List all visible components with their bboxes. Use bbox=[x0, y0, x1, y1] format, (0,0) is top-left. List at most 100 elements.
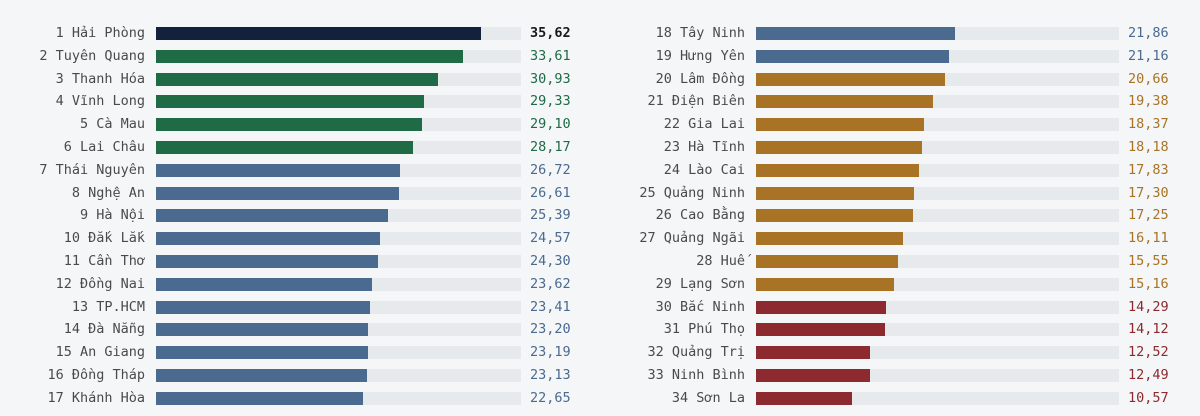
category-label: 27 Quảng Ngãi bbox=[639, 230, 745, 247]
bar bbox=[156, 300, 370, 314]
value-label: 12,52 bbox=[1128, 344, 1169, 361]
bar-track bbox=[156, 346, 521, 360]
value-label: 19,38 bbox=[1128, 93, 1169, 110]
value-label: 17,30 bbox=[1128, 184, 1169, 201]
value-label: 21,16 bbox=[1128, 47, 1169, 64]
value-label: 23,20 bbox=[530, 321, 571, 338]
bar-track bbox=[156, 27, 521, 40]
category-label: 34 Sơn La bbox=[671, 389, 745, 406]
chart-row: 33 Ninh Bình 12,49 bbox=[0, 364, 1200, 387]
value-label: 33,61 bbox=[530, 47, 571, 64]
bar bbox=[756, 27, 956, 40]
category-label: 23 Hà Tĩnh bbox=[663, 139, 745, 155]
chart-row: 7 Thái Nguyên 26,72 bbox=[0, 159, 1200, 182]
category-label: 31 Phú Thọ bbox=[663, 321, 745, 338]
category-label: 32 Quảng Trị bbox=[647, 344, 745, 361]
bar-track bbox=[156, 72, 521, 86]
value-label: 23,41 bbox=[530, 298, 571, 315]
bar-track bbox=[756, 72, 1119, 86]
value-label: 20,66 bbox=[1128, 70, 1169, 87]
category-label: 11 Cần Thơ bbox=[63, 253, 145, 269]
category-label: 28 Huế bbox=[696, 253, 745, 269]
category-label: 19 Hưng Yên bbox=[655, 47, 745, 64]
bar-track bbox=[756, 186, 1119, 200]
bar bbox=[756, 95, 933, 109]
bar bbox=[756, 346, 871, 360]
bar-track bbox=[156, 163, 521, 177]
category-label: 26 Cao Bằng bbox=[655, 207, 745, 224]
chart-row: 24 Lào Cai 17,83 bbox=[0, 159, 1200, 182]
bar bbox=[156, 141, 414, 154]
category-label: 16 Đồng Tháp bbox=[47, 367, 145, 383]
chart-row: 3 Thanh Hóa 30,93 bbox=[0, 68, 1200, 91]
value-label: 16,11 bbox=[1128, 230, 1169, 247]
category-label: 25 Quảng Ninh bbox=[639, 184, 745, 201]
chart-row: 25 Quảng Ninh 17,30 bbox=[0, 182, 1200, 205]
bar bbox=[756, 163, 919, 177]
bar-track bbox=[156, 300, 521, 314]
bar bbox=[156, 163, 400, 177]
bar-track bbox=[756, 232, 1119, 246]
bar-track bbox=[156, 232, 521, 246]
bar-track bbox=[156, 369, 521, 382]
value-label: 25,39 bbox=[530, 207, 571, 224]
category-label: 14 Đà Nẵng bbox=[63, 321, 145, 338]
category-label: 18 Tây Ninh bbox=[655, 25, 745, 41]
value-label: 15,16 bbox=[1128, 275, 1169, 292]
chart-row: 15 An Giang 23,19 bbox=[0, 341, 1200, 364]
category-label: 2 Tuyên Quang bbox=[39, 47, 145, 64]
bar bbox=[156, 209, 388, 223]
bar bbox=[756, 118, 924, 132]
chart-row: 32 Quảng Trị 12,52 bbox=[0, 341, 1200, 364]
chart-row: 16 Đồng Tháp 23,13 bbox=[0, 364, 1200, 387]
category-label: 3 Thanh Hóa bbox=[55, 70, 145, 87]
bar bbox=[156, 369, 368, 382]
value-label: 29,33 bbox=[530, 93, 571, 110]
bar bbox=[756, 277, 895, 291]
bar bbox=[756, 300, 887, 314]
chart-row: 31 Phú Thọ 14,12 bbox=[0, 318, 1200, 341]
category-label: 33 Ninh Bình bbox=[647, 367, 745, 383]
category-label: 15 An Giang bbox=[55, 344, 145, 361]
value-label: 23,19 bbox=[530, 344, 571, 361]
bar-track bbox=[756, 323, 1119, 337]
bar-track bbox=[756, 277, 1119, 291]
chart-row: 1 Hải Phòng 35,62 bbox=[0, 22, 1200, 45]
value-label: 17,25 bbox=[1128, 207, 1169, 224]
value-label: 21,86 bbox=[1128, 25, 1169, 41]
category-label: 20 Lâm Đồng bbox=[655, 70, 745, 87]
bar-track bbox=[156, 49, 521, 63]
bar bbox=[756, 255, 898, 268]
chart-row: 21 Điện Biên 19,38 bbox=[0, 90, 1200, 113]
chart-row: 26 Cao Bằng 17,25 bbox=[0, 204, 1200, 227]
chart-row: 34 Sơn La 10,57 bbox=[0, 387, 1200, 410]
value-label: 23,62 bbox=[530, 275, 571, 292]
value-label: 18,37 bbox=[1128, 116, 1169, 133]
bar bbox=[156, 323, 368, 337]
chart-row: 29 Lạng Sơn 15,16 bbox=[0, 273, 1200, 296]
bar-track bbox=[756, 255, 1119, 268]
bar-track bbox=[756, 163, 1119, 177]
category-label: 17 Khánh Hòa bbox=[47, 389, 145, 406]
bar bbox=[156, 72, 439, 86]
category-label: 5 Cà Mau bbox=[79, 116, 145, 133]
category-label: 4 Vĩnh Long bbox=[55, 93, 145, 110]
category-label: 1 Hải Phòng bbox=[55, 25, 145, 41]
chart-row: 27 Quảng Ngãi 16,11 bbox=[0, 227, 1200, 250]
value-label: 14,12 bbox=[1128, 321, 1169, 338]
bar bbox=[756, 369, 870, 382]
value-label: 26,72 bbox=[530, 161, 571, 178]
bar-track bbox=[156, 95, 521, 109]
chart-row: 5 Cà Mau 29,10 bbox=[0, 113, 1200, 136]
bar bbox=[156, 186, 399, 200]
category-label: 21 Điện Biên bbox=[647, 93, 745, 110]
value-label: 14,29 bbox=[1128, 298, 1169, 315]
bar-track bbox=[156, 391, 521, 405]
bar bbox=[156, 255, 378, 268]
bar bbox=[156, 391, 363, 405]
category-label: 30 Bắc Ninh bbox=[655, 298, 745, 315]
value-label: 30,93 bbox=[530, 70, 571, 87]
chart-row: 18 Tây Ninh 21,86 bbox=[0, 22, 1200, 45]
category-label: 9 Hà Nội bbox=[79, 207, 145, 224]
